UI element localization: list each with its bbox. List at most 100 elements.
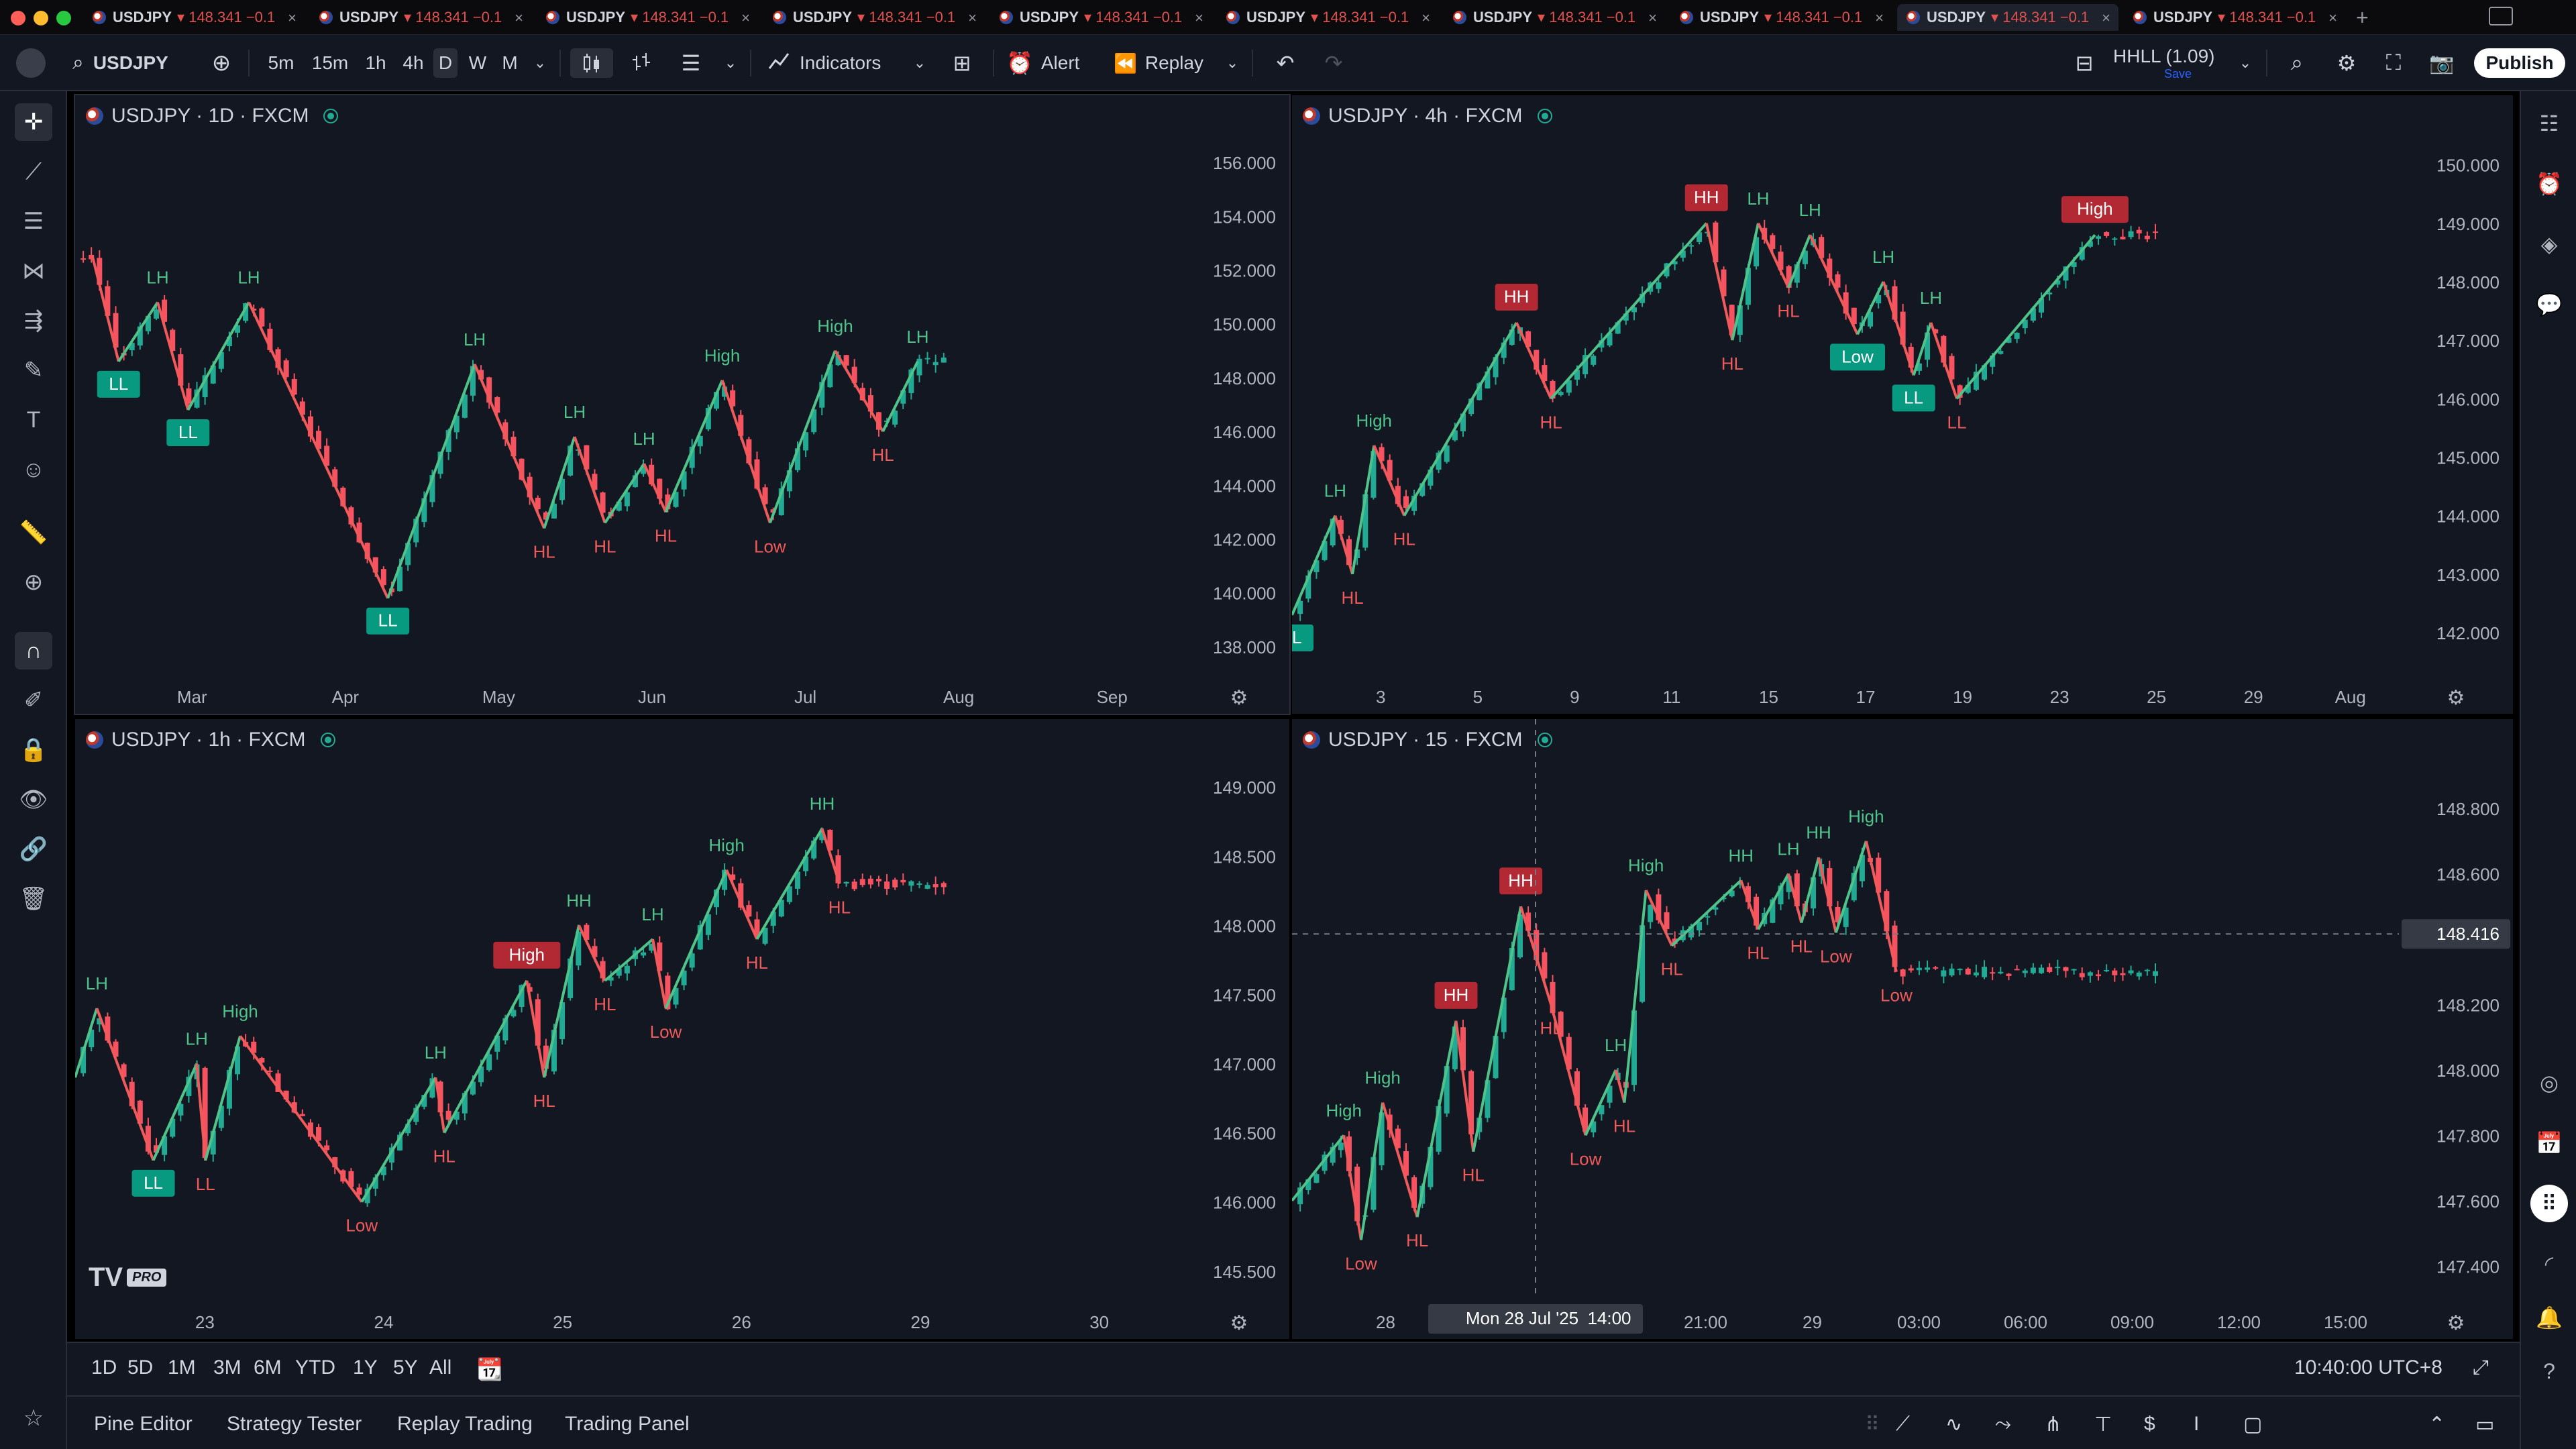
zoom-window-button[interactable] <box>56 11 71 25</box>
price-label-icon[interactable]: $ <box>2144 1413 2155 1435</box>
browser-tab[interactable]: USDJPY ▾ 148.341 −0.1 × <box>2124 4 2345 31</box>
layers-icon[interactable]: ◈ <box>2540 232 2558 256</box>
curve-tool-icon[interactable]: ∿ <box>1945 1413 1963 1436</box>
goto-date-calendar-icon[interactable]: 📆 <box>476 1357 503 1381</box>
signal-icon[interactable]: ◜ <box>2544 1252 2554 1276</box>
minimize-window-button[interactable] <box>34 11 48 25</box>
chart-legend[interactable]: USDJPY · 15 · FXCM <box>1303 729 1552 751</box>
close-tab-icon[interactable]: × <box>2102 9 2110 26</box>
text-tool-icon[interactable]: T <box>26 407 41 433</box>
target-icon[interactable]: ◎ <box>2540 1071 2559 1095</box>
range-5y[interactable]: 5Y <box>393 1356 418 1379</box>
drag-handle-icon[interactable]: ⠿ <box>1865 1413 1880 1436</box>
chat-icon[interactable]: 💬 <box>2536 292 2563 317</box>
range-1y[interactable]: 1Y <box>353 1356 378 1379</box>
chart-pane-15m[interactable]: 148.800148.600148.400148.200148.000147.8… <box>1292 719 2513 1339</box>
timezone-clock[interactable]: 10:40:00 UTC+8 <box>2294 1356 2443 1379</box>
path-tool-icon[interactable]: ⤳ <box>1995 1413 2011 1435</box>
layout-save-button[interactable]: HHLL (1.09) Save <box>2113 44 2247 82</box>
range-3m[interactable]: 3M <box>213 1356 241 1379</box>
eye-icon[interactable]: 👁 <box>19 787 48 812</box>
browser-tab[interactable]: USDJPY ▾ 148.341 −0.1 × <box>990 4 1212 31</box>
chart-legend[interactable]: USDJPY · 1D · FXCM <box>86 105 339 127</box>
maximize-panel-icon[interactable]: ▭ <box>2475 1413 2495 1436</box>
browser-tab[interactable]: USDJPY ▾ 148.341 −0.1 × <box>537 4 758 31</box>
close-tab-icon[interactable]: × <box>1195 9 1203 26</box>
alert-button[interactable]: ⏰ Alert <box>1006 48 1093 78</box>
zoom-in-icon[interactable]: ⊕ <box>23 570 44 595</box>
interval-m[interactable]: M <box>502 52 518 73</box>
browser-tab[interactable]: USDJPY ▾ 148.341 −0.1 × <box>1670 4 1892 31</box>
collapse-chevron-up-icon[interactable]: ⌃ <box>2428 1413 2446 1436</box>
bar-chart-type-icon[interactable] <box>621 48 661 78</box>
close-tab-icon[interactable]: × <box>968 9 977 26</box>
emoji-icon[interactable]: ☺ <box>21 456 46 482</box>
new-tab-icon[interactable]: + <box>2356 5 2369 30</box>
candles-chart-type-icon[interactable] <box>570 48 613 78</box>
close-tab-icon[interactable]: × <box>1875 9 1884 26</box>
lock-icon[interactable]: 🔒 <box>19 737 48 763</box>
interval-15m[interactable]: 15m <box>311 52 349 73</box>
crosshair-cursor-icon[interactable]: ✛ <box>15 103 52 141</box>
tab-pine-editor[interactable]: Pine Editor <box>94 1413 193 1435</box>
help-icon[interactable]: ? <box>2543 1358 2555 1383</box>
browser-tab[interactable]: USDJPY ▾ 148.341 −0.1 × <box>1897 4 2118 31</box>
vertical-text-icon[interactable]: I <box>2194 1413 2200 1435</box>
alerts-clock-icon[interactable]: ⏰ <box>2536 172 2563 196</box>
close-tab-icon[interactable]: × <box>2328 9 2337 26</box>
symbol-search-button[interactable]: ⌕ USDJPY <box>72 48 200 78</box>
brush-icon[interactable]: ✎ <box>23 358 44 383</box>
chart-legend[interactable]: USDJPY · 1h · FXCM <box>86 729 335 751</box>
interval-4h[interactable]: 4h <box>402 52 424 73</box>
range-5d[interactable]: 5D <box>127 1356 154 1379</box>
interval-5m[interactable]: 5m <box>268 52 294 73</box>
range-ytd[interactable]: YTD <box>295 1356 335 1379</box>
chart-style-menu-icon[interactable]: ☰ <box>681 51 701 75</box>
chart-style-chevron-down-icon[interactable]: ⌄ <box>724 54 737 71</box>
close-tab-icon[interactable]: × <box>741 9 750 26</box>
range-all[interactable]: All <box>429 1356 452 1379</box>
fullscreen-toggle-icon[interactable]: ⤢ <box>2473 1356 2489 1379</box>
close-tab-icon[interactable]: × <box>288 9 297 26</box>
chart-canvas-15m[interactable]: 148.800148.600148.400148.200148.000147.8… <box>1292 719 2513 1339</box>
tab-trading-panel[interactable]: Trading Panel <box>565 1413 690 1435</box>
browser-tab[interactable]: USDJPY ▾ 148.341 −0.1 × <box>310 4 531 31</box>
stay-in-drawing-mode-icon[interactable]: ✐ <box>23 688 44 713</box>
chart-legend[interactable]: USDJPY · 4h · FXCM <box>1303 105 1552 127</box>
replay-button[interactable]: ⏪ Replay <box>1114 48 1214 78</box>
avatar[interactable] <box>16 48 46 78</box>
rectangle-tool-icon[interactable]: ▢ <box>2243 1413 2263 1436</box>
layout-select-icon[interactable]: ⊟ <box>2075 51 2094 75</box>
compare-symbol-icon[interactable]: ⊕ <box>211 50 231 76</box>
chart-canvas-4h[interactable]: 150.000 149.000 148.000 147.000 146.000 145.0… <box>1292 95 2513 714</box>
interval-w[interactable]: W <box>468 52 487 73</box>
trend-line-icon[interactable]: ⟋ <box>25 158 42 184</box>
quick-search-icon[interactable]: ⌕ <box>2291 50 2303 74</box>
chart-pane-1h[interactable]: 149.000 148.500 148.000 147.500 147.000 146.5… <box>75 719 1289 1339</box>
camera-snapshot-icon[interactable]: 📷 <box>2429 52 2455 74</box>
line-tool-icon[interactable]: ⟋ <box>1896 1413 1910 1435</box>
apps-grid-icon[interactable]: ⠿ <box>2530 1185 2568 1222</box>
interval-d[interactable]: D <box>433 48 458 78</box>
browser-tab[interactable]: USDJPY ▾ 148.341 −0.1 × <box>763 4 985 31</box>
settings-gear-icon[interactable]: ⚙ <box>2337 51 2357 75</box>
undo-icon[interactable]: ↶ <box>1276 51 1295 75</box>
tab-replay-trading[interactable]: Replay Trading <box>397 1413 533 1435</box>
sidebar-toggle-icon[interactable] <box>2489 7 2513 25</box>
publish-button[interactable]: Publish <box>2474 48 2565 78</box>
favorites-star-icon[interactable]: ☆ <box>23 1405 44 1431</box>
pattern-tool-icon[interactable]: ⋈ <box>22 258 45 284</box>
calendar-icon[interactable]: 📅 <box>2536 1131 2563 1155</box>
close-tab-icon[interactable]: × <box>515 9 523 26</box>
chart-canvas-1d[interactable]: 156.000 154.000 152.000 150.000 148.000 146.0… <box>75 95 1289 714</box>
redo-icon[interactable]: ↷ <box>1324 51 1343 75</box>
interval-1h[interactable]: 1h <box>365 52 386 73</box>
fork-tool-icon[interactable]: ⋔ <box>2045 1413 2062 1436</box>
link-icon[interactable]: 🔗 <box>19 837 48 862</box>
layout-grid-icon[interactable]: ⊞ <box>953 51 971 75</box>
ruler-icon[interactable]: 📏 <box>19 520 48 545</box>
chart-canvas-1h[interactable]: 149.000 148.500 148.000 147.500 147.000 146.5… <box>75 719 1289 1339</box>
trash-icon[interactable]: 🗑 <box>19 886 48 912</box>
intervals-chevron-down-icon[interactable]: ⌄ <box>533 54 547 71</box>
chart-pane-1d[interactable]: 156.000 154.000 152.000 150.000 148.000 146.0… <box>74 94 1291 715</box>
